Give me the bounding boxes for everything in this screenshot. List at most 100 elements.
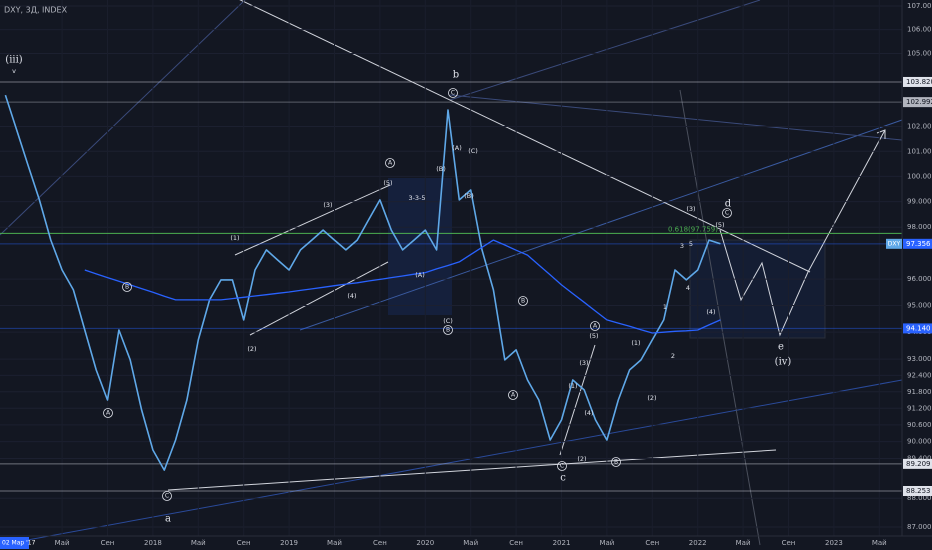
wave-circle [443,325,453,335]
wave-label: (B) [436,165,446,173]
wave-label: (A) [415,271,425,279]
y-tick-label: 101.000 [907,147,932,155]
wave-label: A [388,160,393,167]
wave-label: (C) [443,317,453,325]
channel-line [234,184,391,256]
y-tick-label: 100.000 [907,172,932,180]
wave-label: (5) [589,332,598,340]
y-tick-label: 106.000 [907,26,932,34]
trend-line [299,119,903,331]
wave-label: (1) [568,382,577,390]
plot-area: 0.618(97.759) (iii)v b C A (5) (3) (1) (4) (2) 3-3… [0,5,902,528]
x-tick-label: 2021 [553,539,571,547]
wave-label: (A) [452,144,462,152]
wave-label: (1) [631,339,640,347]
x-tick-label: Май [191,539,206,547]
price-tag [903,97,932,108]
chart-title: DXY, 3Д, INDEX [4,6,68,15]
price-line [4,94,721,471]
wave-label: C [165,493,169,500]
y-tick-label: 91.800 [907,388,932,396]
wave-label: d [725,199,732,210]
trend-line [679,89,761,546]
wave-label: b [453,70,459,81]
wave-label: (2) [247,345,256,353]
y-tick-label: 88.000 [907,494,932,502]
wave-label: (4) [347,292,356,300]
x-tick-label: Май [463,539,478,547]
price-tag [903,458,932,469]
x-tick-label: Сен [101,539,115,547]
series-tag [886,238,902,249]
fib-label: 0.618(97.759) [668,225,718,233]
x-tick-label: Сен [782,539,796,547]
x-tick-label: 2020 [416,539,434,547]
x-tick-label: Май [327,539,342,547]
wave-label: 3 [680,242,684,250]
price-tag [903,323,932,334]
price-tag [903,485,932,496]
trend-line [239,0,811,273]
y-tick-label: 87.000 [907,523,932,531]
price-tag-label: 88.253 [906,487,931,495]
trend-line [449,0,761,101]
wave-label: (4) [584,409,593,417]
y-tick-label: 93.000 [907,355,932,363]
wave-label: 2 [671,352,675,360]
wave-label: B [521,298,525,305]
wave-label: B [125,284,129,291]
x-tick-label: Сен [645,539,659,547]
moving-average [84,239,721,334]
trend-line [167,449,777,491]
wave-circle [385,158,395,168]
wave-circle [611,457,621,467]
x-tick-label: Май [599,539,614,547]
wave-label: (3) [323,201,332,209]
price-tag [903,238,932,249]
cursor-label: 02 Мар '17 [2,540,36,547]
trend-line [449,94,903,141]
wave-label: (2) [577,455,586,463]
x-tick-label: 2019 [280,539,298,547]
wave-label: c [560,473,566,484]
y-tick-label: 91.200 [907,404,932,412]
wave-label: C [725,210,729,217]
price-tag-label: 97.356 [906,240,931,248]
wave-label: a [165,514,171,525]
x-tick-label: 2022 [689,539,707,547]
wave-circle [103,408,113,418]
wave-label: 4 [686,284,690,292]
wave-circle [508,390,518,400]
y-tick-label: 102.000 [907,122,932,130]
wave-circle [162,491,172,501]
trend-line [0,379,903,546]
price-tag [903,76,932,87]
wave-label: (3) [686,205,695,213]
wave-label: 3-3-5 [408,194,425,202]
wave-label: 5 [689,240,693,248]
price-tag-label: 89.209 [906,460,931,468]
y-tick-label: 98.000 [907,223,932,231]
x-tick-label: Сен [237,539,251,547]
x-tick-label: Май [55,539,70,547]
wave-circle [590,321,600,331]
x-tick-label: Сен [373,539,387,547]
x-tick-label: Сен [509,539,523,547]
wave-label: C [560,463,564,470]
x-tick-label: 2018 [144,539,162,547]
range-box [689,239,826,339]
y-tick-label: 99.000 [907,198,932,206]
channel-line [249,261,389,336]
series-name: DXY [888,240,901,247]
wave-label: (5) [383,179,392,187]
wave-label: (1) [230,234,239,242]
wave-label: (C) [468,147,478,155]
trend-line [0,0,246,236]
wave-circle [557,461,567,471]
y-tick-label: 89.400 [907,454,932,462]
y-tick-label: 95.000 [907,302,932,310]
wave-label: (iii) [5,55,22,66]
